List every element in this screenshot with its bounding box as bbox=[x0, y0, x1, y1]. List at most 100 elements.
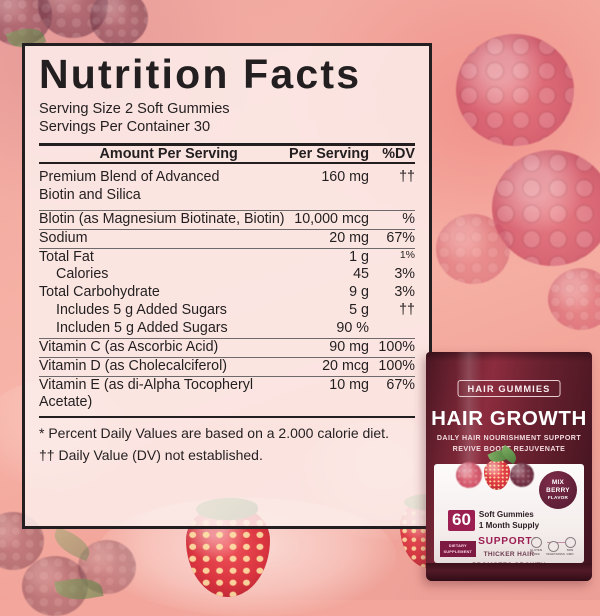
fruit-cluster-graphic bbox=[434, 444, 584, 502]
table-row: Includes 5 g Added Sugars 5 g †† bbox=[39, 302, 415, 320]
nutrient-dv: †† bbox=[399, 169, 415, 186]
header-amount-per-serving: Amount Per Serving bbox=[99, 146, 238, 163]
nutrient-dv: 67% bbox=[386, 229, 415, 246]
table-row: Blotin (as Magnesium Biotinate, Biotin) … bbox=[39, 211, 415, 229]
footnote-top-rule bbox=[39, 416, 415, 419]
nutrient-dv: % bbox=[402, 210, 415, 227]
raspberry-decoration bbox=[436, 214, 510, 284]
nutrient-value: 10,000 mcg bbox=[294, 210, 369, 227]
header-top-rule bbox=[39, 143, 415, 147]
table-row: Vitamin C (as Ascorbic Acid) 90 mg 100% bbox=[39, 339, 415, 357]
flavor-badge: MIX BERRY FLAVOR bbox=[539, 471, 577, 509]
nutrient-dv: 1% bbox=[399, 248, 415, 261]
raspberry-decoration bbox=[548, 268, 600, 330]
gluten-free-icon bbox=[530, 537, 542, 549]
serving-size-line: Serving Size 2 Soft Gummies bbox=[39, 100, 230, 117]
header-bottom-rule bbox=[39, 162, 415, 165]
row-divider bbox=[39, 356, 415, 358]
dietary-supplement-line2: SUPPLEMENT bbox=[443, 548, 473, 554]
header-per-serving: Per Serving bbox=[289, 146, 369, 163]
nutrient-dv: 100% bbox=[378, 357, 415, 374]
nutrient-value: 20 mcg bbox=[322, 357, 369, 374]
gummy-count-number: 60 bbox=[448, 510, 475, 532]
supports-item: THICKER HAIR bbox=[483, 551, 535, 558]
nutrient-name: Vitamin E (as di-Alpha Tocopheryl Acetat… bbox=[39, 376, 254, 411]
nutrient-dv bbox=[369, 320, 415, 338]
row-divider bbox=[39, 247, 415, 249]
nutrient-value: 20 mg bbox=[329, 229, 369, 246]
nutrient-value: 1 g bbox=[349, 248, 369, 265]
row-divider bbox=[39, 228, 415, 230]
certification-badge: VEGETARIAN bbox=[546, 540, 565, 556]
nutrient-name: Blotin (as Magnesium Biotinate, Biotin) bbox=[39, 210, 285, 227]
table-row: Sodium 20 mg 67% bbox=[39, 230, 415, 248]
product-title: HAIR GROWTH bbox=[431, 407, 587, 430]
row-divider bbox=[39, 337, 415, 339]
gummy-count-line1: Soft Gummies bbox=[478, 510, 534, 519]
blackberry-icon bbox=[510, 463, 534, 487]
nutrient-dv: 67% bbox=[386, 376, 415, 393]
nutrient-name: Sodium bbox=[39, 229, 88, 246]
nutrient-name-line2: Biotin and Silica bbox=[39, 187, 141, 204]
nutrient-name: Vitamin D (as Cholecalciferol) bbox=[39, 357, 228, 374]
pouch-bottom-seal bbox=[426, 563, 592, 581]
nutrient-value: 90 mg bbox=[329, 338, 369, 355]
nutrient-name: Premium Blend of Advanced Biotin and Sil… bbox=[39, 164, 294, 210]
pouch-top-seal bbox=[426, 352, 592, 361]
gummy-count-text: Soft Gummies 1 Month Supply bbox=[479, 510, 539, 532]
nutrient-name: Vitamin C (as Ascorbic Acid) bbox=[39, 338, 219, 355]
table-row: Includen 5 g Added Sugars 90 % bbox=[39, 320, 415, 338]
brand-badge: HAIR GUMMIES bbox=[457, 380, 561, 397]
servings-per-container-line: Servings Per Container 30 bbox=[39, 119, 211, 136]
table-row: Vitamin E (as di-Alpha Tocopheryl Acetat… bbox=[39, 377, 415, 413]
pouch-label-area: MIX BERRY FLAVOR 60 Soft Gummies 1 Month… bbox=[434, 444, 584, 579]
nutrient-name: Total Fat bbox=[39, 248, 94, 265]
nutrient-name: Calories bbox=[56, 266, 109, 283]
nutrient-dv: 3% bbox=[394, 284, 415, 301]
header-dv: %DV bbox=[382, 146, 415, 163]
nutrient-value: 90 % bbox=[336, 320, 369, 337]
strawberry-icon bbox=[484, 460, 510, 490]
flavor-badge-line2: BERRY bbox=[546, 487, 570, 495]
flavor-badge-line1: MIX bbox=[551, 479, 565, 487]
gummy-count-line2: 1 Month Supply bbox=[478, 520, 540, 530]
nutrient-name: Total Carbohydrate bbox=[39, 284, 160, 301]
nutrient-value: 9 g bbox=[349, 284, 369, 301]
nutrient-dv: 3% bbox=[394, 266, 415, 283]
footnote-daily-values: * Percent Daily Values are based on a 2.… bbox=[39, 425, 389, 442]
dietary-supplement-tag: DIETARY SUPPLEMENT bbox=[440, 540, 476, 557]
table-row: Premium Blend of Advanced Biotin and Sil… bbox=[39, 164, 415, 210]
certification-badge: GLUTEN FREE bbox=[529, 537, 543, 556]
certification-label: NON GMO bbox=[566, 548, 574, 556]
blackberry-decoration bbox=[90, 0, 148, 46]
nutrition-facts-panel: Nutrition Facts Serving Size 2 Soft Gumm… bbox=[22, 43, 432, 529]
raspberry-decoration bbox=[492, 150, 600, 266]
nutrition-rows-table: Premium Blend of Advanced Biotin and Sil… bbox=[39, 164, 415, 412]
raspberry-icon bbox=[456, 462, 482, 488]
nutrition-table: Amount Per Serving Per Serving %DV bbox=[39, 146, 415, 162]
nutrient-value: 10 mg bbox=[329, 376, 369, 393]
certification-badges: GLUTEN FREE VEGETARIAN NON GMO bbox=[529, 537, 577, 556]
nutrient-dv: †† bbox=[399, 302, 415, 319]
raspberry-decoration bbox=[456, 34, 574, 146]
dietary-supplement-line1: DIETARY bbox=[448, 543, 467, 549]
table-row: Calories 45 3% bbox=[39, 266, 415, 284]
nutrient-dv: 100% bbox=[378, 338, 415, 355]
table-row: Total Fat 1 g 1% bbox=[39, 249, 415, 267]
table-row: Vitamin D (as Cholecalciferol) 20 mcg 10… bbox=[39, 358, 415, 376]
certification-badge: NON GMO bbox=[563, 537, 577, 556]
certification-label: VEGETARIAN bbox=[546, 551, 565, 556]
non-gmo-icon bbox=[564, 537, 576, 549]
nutrient-value: 5 g bbox=[349, 302, 369, 319]
product-subtitle-line1: DAILY HAIR NOURISHMENT SUPPORT bbox=[436, 434, 582, 442]
table-row: Total Carbohydrate 9 g 3% bbox=[39, 284, 415, 302]
nutrient-name-line1: Premium Blend of Advanced bbox=[39, 169, 220, 186]
product-package: HAIR GUMMIES HAIR GROWTH DAILY HAIR NOUR… bbox=[426, 352, 592, 581]
nutrition-facts-title: Nutrition Facts bbox=[39, 51, 362, 97]
nutrient-name: Includes 5 g Added Sugars bbox=[56, 302, 227, 319]
nutrient-name: Includen 5 g Added Sugars bbox=[56, 320, 228, 337]
gummy-count-block: 60 Soft Gummies 1 Month Supply bbox=[448, 510, 539, 532]
row-divider bbox=[39, 209, 415, 211]
certification-label: GLUTEN FREE bbox=[530, 548, 542, 556]
row-divider bbox=[39, 375, 415, 377]
